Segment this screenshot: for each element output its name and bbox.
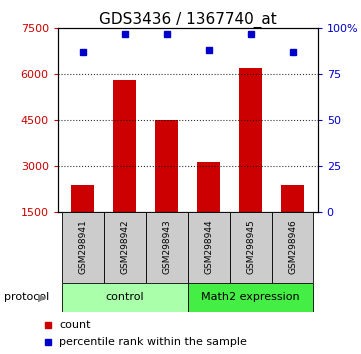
Bar	[281, 185, 304, 212]
Text: Math2 expression: Math2 expression	[201, 292, 300, 302]
Text: GSM298942: GSM298942	[120, 219, 129, 274]
Text: GSM298945: GSM298945	[246, 219, 255, 274]
Bar	[62, 283, 188, 312]
Bar	[155, 120, 178, 212]
Text: GSM298941: GSM298941	[78, 219, 87, 274]
Text: control: control	[105, 292, 144, 302]
Bar	[71, 185, 95, 212]
Text: GSM298944: GSM298944	[204, 219, 213, 274]
Bar	[188, 283, 313, 312]
Bar	[230, 212, 271, 283]
Text: percentile rank within the sample: percentile rank within the sample	[59, 337, 247, 347]
Bar	[271, 212, 313, 283]
Text: count: count	[59, 320, 91, 330]
Bar	[62, 212, 104, 283]
Bar	[188, 212, 230, 283]
Text: GSM298946: GSM298946	[288, 219, 297, 274]
Bar	[197, 162, 220, 212]
Title: GDS3436 / 1367740_at: GDS3436 / 1367740_at	[99, 12, 277, 28]
Bar	[146, 212, 188, 283]
Text: ▶: ▶	[38, 292, 47, 302]
Text: protocol: protocol	[4, 292, 49, 302]
Text: GSM298943: GSM298943	[162, 219, 171, 274]
Bar	[239, 68, 262, 212]
Bar	[104, 212, 146, 283]
Bar	[113, 80, 136, 212]
